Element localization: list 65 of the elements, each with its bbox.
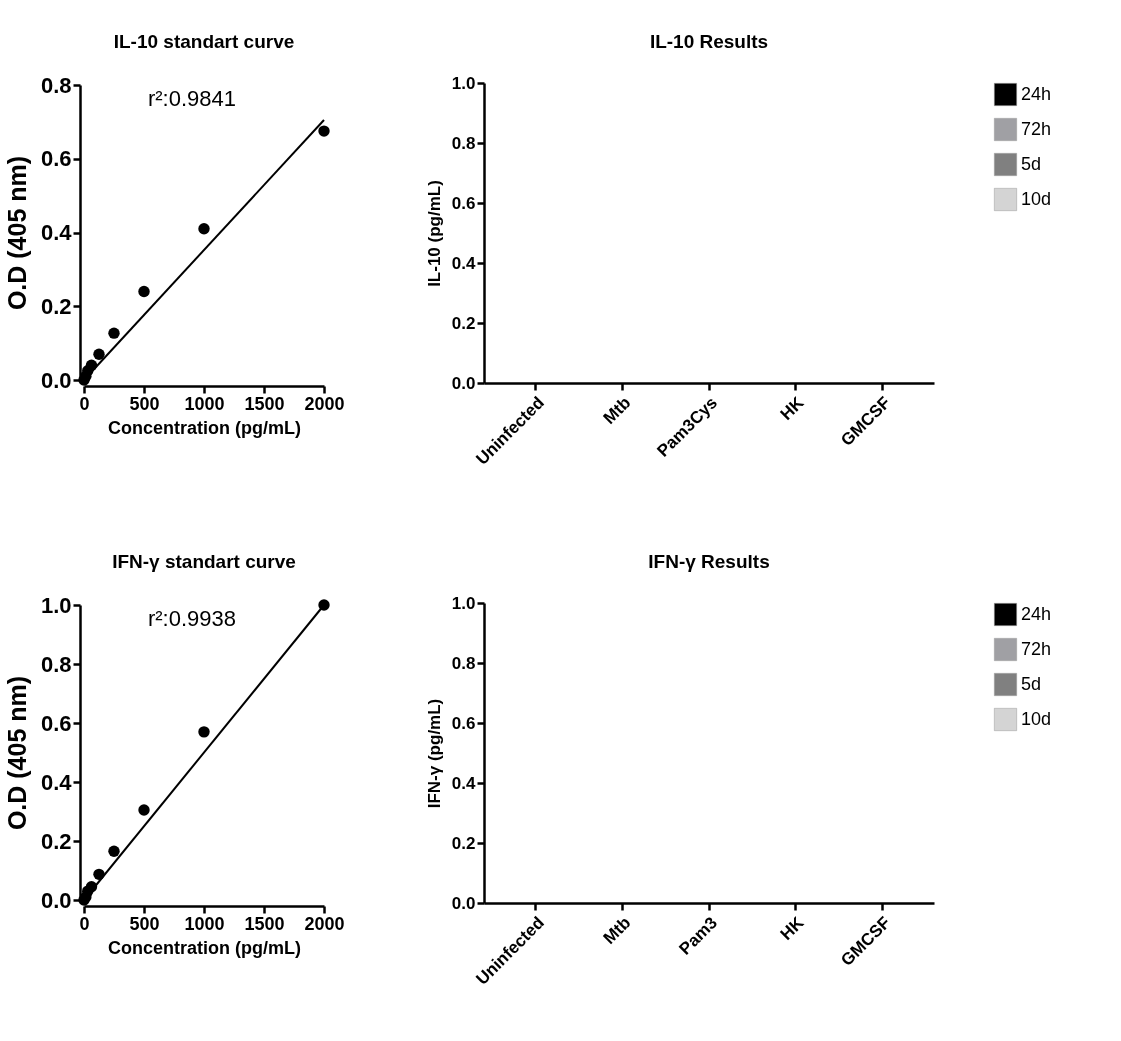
y-tick-label: 0.4 — [40, 220, 73, 245]
y-axis-title: IL-10 (pg/mL) — [424, 180, 444, 287]
x-tick-label: HK — [776, 912, 809, 944]
chart-title: IL-10 standart curve — [113, 31, 295, 52]
x-tick-label: Mtb — [599, 913, 635, 948]
y-tick-label: 0.0 — [451, 893, 476, 913]
x-axis-title: Concentration (pg/mL) — [108, 417, 301, 438]
point — [108, 845, 120, 858]
point — [138, 285, 150, 298]
x-tick-label: 0 — [79, 393, 90, 414]
x-tick-label: 500 — [129, 393, 160, 414]
chart-title: IL-10 Results — [649, 31, 769, 52]
legend-label: 72h — [1021, 118, 1052, 139]
x-tick-label: 0 — [79, 913, 90, 934]
y-tick-label: 0.8 — [40, 72, 72, 98]
point — [198, 726, 210, 738]
x-tick-label: 1500 — [244, 913, 285, 934]
x-tick-label: 1000 — [184, 393, 225, 414]
y-axis-title: O.D (405 nm) — [2, 155, 31, 311]
point — [93, 348, 105, 360]
y-tick-label: 0.2 — [40, 293, 72, 319]
x-tick-label: 500 — [129, 913, 160, 934]
y-tick-label: 0.8 — [451, 653, 476, 673]
point — [318, 125, 330, 137]
y-tick-label: 0.6 — [40, 146, 72, 172]
x-tick-label: 1000 — [184, 913, 225, 934]
y-tick-label: 0.0 — [40, 367, 72, 393]
x-tick-label: 1500 — [244, 393, 285, 414]
y-tick-label: 0.2 — [451, 313, 476, 333]
chart-title: IFN-γ standart curve — [112, 551, 296, 572]
y-tick-label: 0.6 — [451, 713, 476, 733]
annotation: r²:0.9841 — [147, 86, 237, 111]
y-tick-label: 0.0 — [451, 373, 476, 393]
y-tick-label: 0.0 — [40, 887, 72, 913]
x-axis-title: Concentration (pg/mL) — [108, 937, 301, 958]
y-axis-title: O.D (405 nm) — [2, 675, 31, 831]
y-tick-label: 0.6 — [40, 710, 72, 736]
legend-label: 24h — [1021, 83, 1052, 104]
y-tick-label: 0.2 — [40, 828, 72, 854]
y-tick-label: 0.8 — [40, 651, 72, 677]
y-tick-label: 1.0 — [40, 592, 72, 618]
legend-label: 10d — [1021, 188, 1052, 209]
y-tick-label: 1.0 — [451, 593, 476, 613]
x-tick-label: 2000 — [304, 393, 345, 414]
y-tick-label: 0.4 — [40, 769, 73, 795]
legend-label: 5d — [1021, 153, 1042, 174]
y-tick-label: 0.2 — [451, 833, 476, 853]
legend-label: 10d — [1021, 708, 1052, 729]
point — [138, 804, 150, 816]
point — [108, 327, 120, 339]
x-tick-label: Mtb — [599, 393, 635, 428]
y-tick-label: 0.4 — [451, 773, 477, 793]
legend-label: 72h — [1021, 638, 1052, 659]
y-tick-label: 0.8 — [451, 133, 476, 153]
x-tick-label: 2000 — [304, 913, 345, 934]
point — [198, 223, 210, 235]
y-tick-label: 1.0 — [451, 73, 476, 93]
legend-label: 5d — [1021, 673, 1042, 694]
x-tick-label: HK — [776, 392, 809, 424]
y-axis-title: IFN-γ (pg/mL) — [424, 698, 444, 809]
y-tick-label: 0.4 — [451, 253, 477, 273]
y-tick-label: 0.6 — [451, 193, 476, 213]
legend-label: 24h — [1021, 603, 1052, 624]
annotation: r²:0.9938 — [147, 606, 237, 631]
chart-title: IFN-γ Results — [648, 551, 770, 572]
